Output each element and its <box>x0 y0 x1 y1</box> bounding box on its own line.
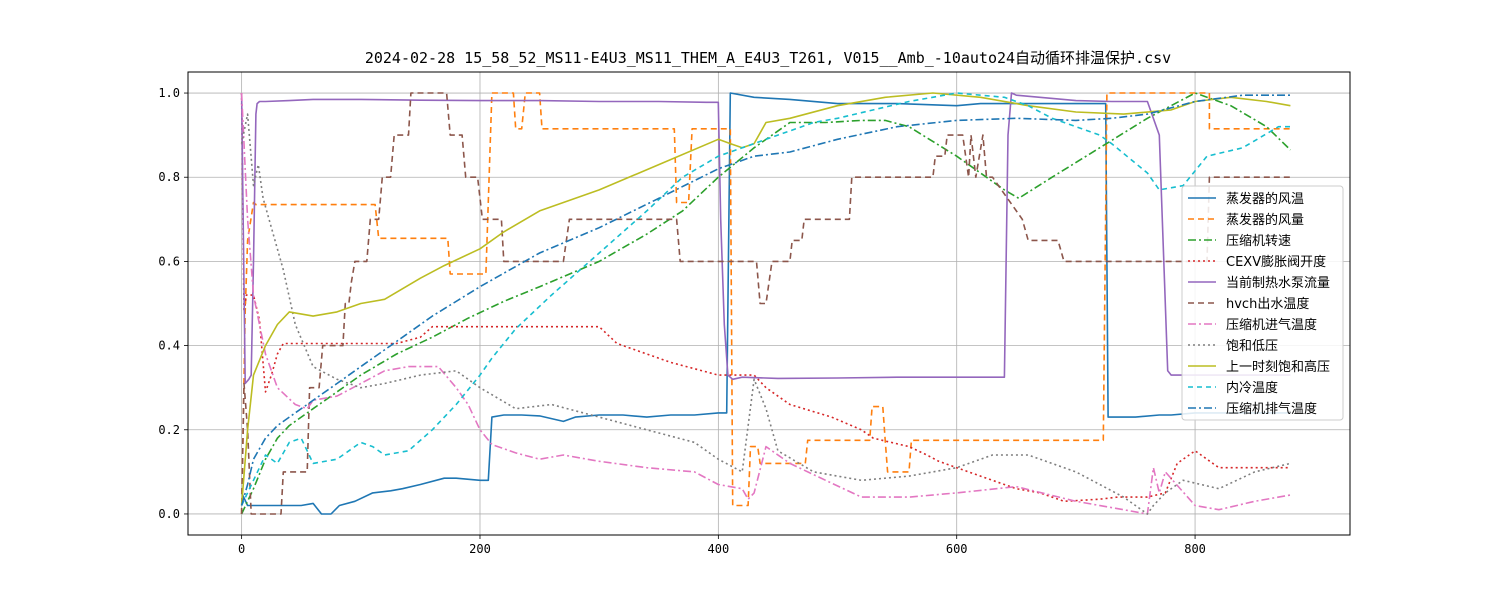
series-line-3 <box>240 92 1291 515</box>
legend-entry: 内冷温度 <box>1226 380 1278 396</box>
series-line-10 <box>240 92 1291 506</box>
legend-entry: hvch出水温度 <box>1226 296 1309 312</box>
x-tick-label: 400 <box>708 542 730 556</box>
grid <box>188 72 1350 535</box>
series-line-1 <box>240 92 1291 515</box>
series-line-6 <box>240 92 1291 515</box>
legend-entry: 压缩机进气温度 <box>1226 317 1317 333</box>
legend-entry: 饱和低压 <box>1226 339 1278 354</box>
series-line-2 <box>240 92 1291 515</box>
legend-box <box>1181 185 1344 421</box>
legend-entry: 压缩机转速 <box>1226 233 1291 249</box>
series-line-7 <box>240 92 1291 515</box>
legend-entry: 压缩机排气温度 <box>1226 401 1317 417</box>
legend-entry: 当前制热水泵流量 <box>1226 275 1330 291</box>
series-group <box>240 92 1291 515</box>
legend-entry: 蒸发器的风温 <box>1226 191 1304 207</box>
series-line-4 <box>240 92 1291 503</box>
y-tick-label: 1.0 <box>158 86 180 100</box>
legend-entry: 蒸发器的风量 <box>1226 212 1304 228</box>
plot-area <box>188 72 1350 535</box>
legend-entry: CEXV膨胀阀开度 <box>1226 254 1326 270</box>
y-tick-label: 0.8 <box>158 170 180 184</box>
x-tick-label: 800 <box>1184 542 1206 556</box>
series-line-11 <box>240 94 1291 506</box>
y-tick-label: 0.4 <box>158 339 180 353</box>
y-tick-label: 0.6 <box>158 254 180 268</box>
x-tick-label: 200 <box>469 542 491 556</box>
chart-title: 2024-02-28 15_58_52_MS11-E4U3_MS11_THEM_… <box>365 49 1171 67</box>
y-tick-label: 0.0 <box>158 507 180 521</box>
series-line-5 <box>240 92 1291 385</box>
legend-entry: 上一时刻饱和高压 <box>1226 359 1330 375</box>
x-tick-label: 0 <box>238 542 245 556</box>
plot-frame <box>187 71 1351 536</box>
series-line-9 <box>240 92 1291 506</box>
series-line-8 <box>240 113 1291 515</box>
axes: 0 200 400 600 800 0.0 0.2 0.4 0.6 0.8 1.0 <box>158 86 1206 556</box>
y-tick-label: 0.2 <box>158 423 180 437</box>
x-tick-label: 600 <box>946 542 968 556</box>
